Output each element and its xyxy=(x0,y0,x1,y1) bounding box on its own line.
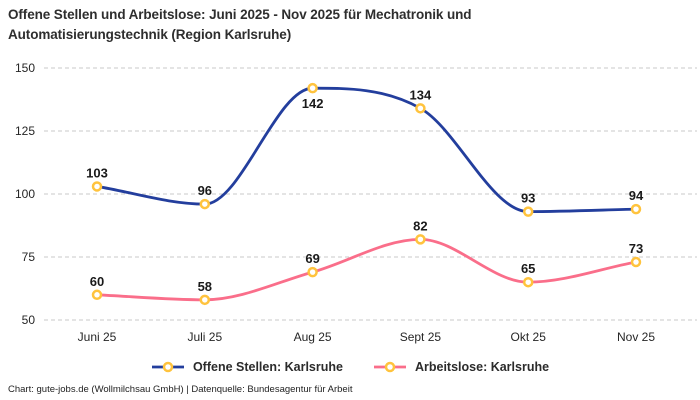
y-tick-label: 125 xyxy=(15,124,35,138)
data-point-marker xyxy=(415,103,426,114)
legend-item: Arbeitslose: Karlsruhe xyxy=(373,360,549,374)
data-point-label: 94 xyxy=(629,188,644,203)
chart-credit: Chart: gute-jobs.de (Wollmilchsau GmbH) … xyxy=(8,384,353,395)
legend-item: Offene Stellen: Karlsruhe xyxy=(151,360,343,374)
data-point-marker xyxy=(630,203,642,215)
data-point-label: 96 xyxy=(198,183,212,198)
data-point-label: 73 xyxy=(629,241,643,256)
data-point-marker xyxy=(307,82,318,94)
legend-marker-icon xyxy=(373,361,406,373)
series-line xyxy=(95,237,638,302)
data-point-marker xyxy=(522,206,534,217)
data-point-marker xyxy=(199,294,211,306)
data-point-marker xyxy=(91,289,103,301)
y-tick-label: 150 xyxy=(15,61,35,75)
data-point-label: 60 xyxy=(90,274,104,289)
x-tick-label: Aug 25 xyxy=(294,330,332,344)
data-point-marker xyxy=(91,181,103,192)
series-line xyxy=(95,86,638,214)
data-point-label: 103 xyxy=(86,165,108,180)
data-point-label: 69 xyxy=(305,251,319,266)
legend-label: Offene Stellen: Karlsruhe xyxy=(192,360,343,374)
y-tick-label: 100 xyxy=(15,187,35,201)
x-tick-label: Nov 25 xyxy=(617,330,655,344)
y-tick-label: 75 xyxy=(22,250,36,264)
legend-marker-icon xyxy=(151,361,184,373)
data-point-label: 134 xyxy=(410,87,432,102)
data-point-marker xyxy=(199,198,211,210)
data-point-label: 65 xyxy=(521,261,535,276)
data-point-label: 93 xyxy=(521,191,535,206)
data-point-marker xyxy=(415,234,426,245)
x-tick-label: Juni 25 xyxy=(78,330,117,344)
x-tick-label: Juli 25 xyxy=(187,330,222,344)
data-point-label: 82 xyxy=(413,218,427,233)
legend-label: Arbeitslose: Karlsruhe xyxy=(414,360,550,374)
chart-title: Offene Stellen und Arbeitslose: Juni 202… xyxy=(8,7,472,43)
y-tick-label: 50 xyxy=(22,313,36,327)
data-point-label: 58 xyxy=(198,279,212,294)
x-tick-label: Okt 25 xyxy=(511,330,547,344)
x-tick-label: Sept 25 xyxy=(400,330,442,344)
data-point-marker xyxy=(307,266,318,278)
legend: Offene Stellen: Karlsruhe Arbeitslose: Ka… xyxy=(0,360,700,374)
data-point-marker xyxy=(630,256,642,268)
data-point-label: 142 xyxy=(302,96,324,111)
data-point-marker xyxy=(522,276,534,288)
